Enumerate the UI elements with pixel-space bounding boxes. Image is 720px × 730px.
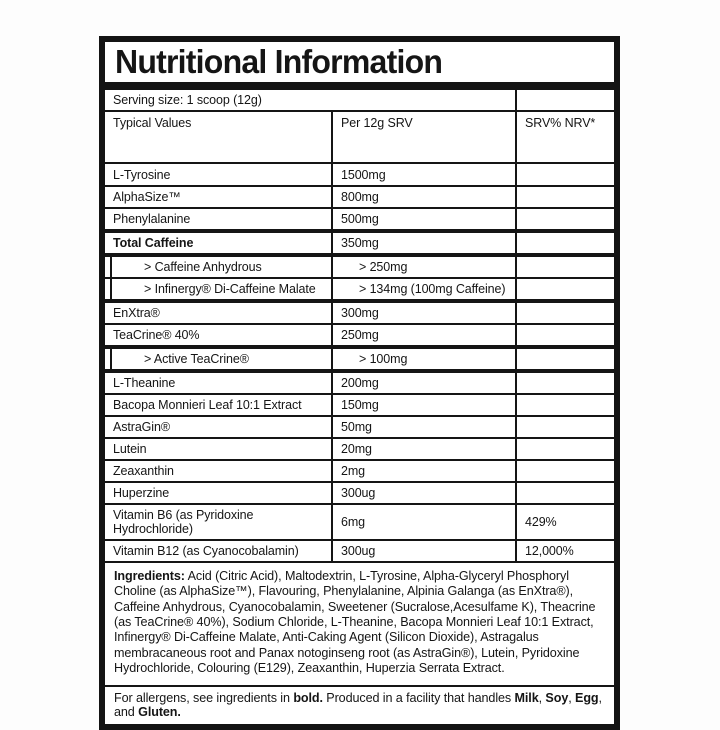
- nrv-cell: [517, 417, 614, 437]
- allergen-row: For allergens, see ingredients in bold. …: [105, 684, 614, 724]
- nrv-cell: [517, 164, 614, 185]
- table-row: > Infinergy® Di-Caffeine Malate > 134mg …: [105, 277, 614, 299]
- table-row: Lutein 20mg: [105, 437, 614, 459]
- nrv-cell: [517, 483, 614, 503]
- label-header: Nutritional Information: [105, 42, 614, 90]
- table-row: Vitamin B12 (as Cyanocobalamin) 300ug 12…: [105, 539, 614, 561]
- column-header-per-srv: Per 12g SRV: [333, 112, 517, 162]
- nrv-cell: [517, 257, 614, 277]
- amount-cell: 300ug: [333, 483, 517, 503]
- ingredients-text: Acid (Citric Acid), Maltodextrin, L-Tyro…: [114, 569, 596, 676]
- table-row: Bacopa Monnieri Leaf 10:1 Extract 150mg: [105, 393, 614, 415]
- ingredient-name-cell: AstraGin®: [105, 417, 333, 437]
- ingredient-name-cell: EnXtra®: [105, 303, 333, 323]
- table-row: L-Theanine 200mg: [105, 369, 614, 393]
- table-row: Zeaxanthin 2mg: [105, 459, 614, 481]
- nrv-cell: [517, 209, 614, 229]
- ingredients-label: Ingredients:: [114, 569, 185, 583]
- nrv-cell: [517, 233, 614, 253]
- ingredient-name-cell: > Caffeine Anhydrous: [112, 257, 333, 277]
- nrv-cell: [517, 303, 614, 323]
- table-row: Huperzine 300ug: [105, 481, 614, 503]
- ingredient-name-cell: Lutein: [105, 439, 333, 459]
- nrv-cell: [517, 187, 614, 207]
- nrv-cell: [517, 395, 614, 415]
- nrv-cell: [517, 373, 614, 393]
- amount-cell: 200mg: [333, 373, 517, 393]
- amount-cell: 1500mg: [333, 164, 517, 185]
- nrv-cell: [517, 439, 614, 459]
- ingredient-name-cell: Phenylalanine: [105, 209, 333, 229]
- ingredients-paragraph: Ingredients: Acid (Citric Acid), Maltode…: [114, 569, 605, 677]
- ingredient-name-cell: Vitamin B12 (as Cyanocobalamin): [105, 541, 333, 561]
- ingredient-name-cell: Vitamin B6 (as Pyridoxine Hydrochloride): [105, 505, 333, 539]
- amount-cell: 50mg: [333, 417, 517, 437]
- amount-cell: 500mg: [333, 209, 517, 229]
- amount-cell: 6mg: [333, 505, 517, 539]
- nrv-cell: [517, 279, 614, 299]
- ingredient-name-cell: TeaCrine® 40%: [105, 325, 333, 345]
- ingredients-block: Ingredients: Acid (Citric Acid), Maltode…: [105, 561, 614, 685]
- amount-cell: 350mg: [333, 233, 517, 253]
- rows-container: L-Tyrosine 1500mg AlphaSize™ 800mg Pheny…: [105, 164, 614, 561]
- nrv-cell: 429%: [525, 515, 557, 529]
- column-header-typical-values: Typical Values: [105, 112, 333, 162]
- table-row: > Active TeaCrine® > 100mg: [105, 345, 614, 369]
- column-header-nrv: SRV% NRV*: [525, 116, 596, 130]
- amount-cell: 300mg: [333, 303, 517, 323]
- nrv-cell: 12,000%: [525, 544, 574, 558]
- serving-size-text: Serving size: 1 scoop (12g): [105, 90, 517, 110]
- ingredient-name-cell: > Active TeaCrine®: [112, 349, 333, 369]
- page-title: Nutritional Information: [115, 43, 443, 80]
- ingredient-name-cell: Huperzine: [105, 483, 333, 503]
- amount-cell: 150mg: [333, 395, 517, 415]
- table-header-row: Typical Values Per 12g SRV SRV% NRV*: [105, 112, 614, 164]
- nrv-cell: [517, 349, 614, 369]
- table-row: Phenylalanine 500mg: [105, 207, 614, 229]
- table-row: EnXtra® 300mg: [105, 299, 614, 323]
- amount-cell: 20mg: [333, 439, 517, 459]
- table-row: Total Caffeine 350mg: [105, 229, 614, 253]
- amount-cell: 250mg: [333, 325, 517, 345]
- ingredient-name-cell: AlphaSize™: [105, 187, 333, 207]
- nutrition-label: Nutritional Information Serving size: 1 …: [99, 36, 620, 730]
- table-row: Vitamin B6 (as Pyridoxine Hydrochloride)…: [105, 503, 614, 539]
- table-row: TeaCrine® 40% 250mg: [105, 323, 614, 345]
- amount-cell: > 134mg (100mg Caffeine): [333, 279, 517, 299]
- ingredient-name-cell: > Infinergy® Di-Caffeine Malate: [112, 279, 333, 299]
- table-row: AlphaSize™ 800mg: [105, 185, 614, 207]
- amount-cell: > 250mg: [333, 257, 517, 277]
- ingredient-name-cell: Zeaxanthin: [105, 461, 333, 481]
- amount-cell: 800mg: [333, 187, 517, 207]
- serving-size-row: Serving size: 1 scoop (12g): [105, 90, 614, 112]
- ingredient-name-cell: Total Caffeine: [105, 233, 333, 253]
- nrv-cell: [517, 325, 614, 345]
- table-row: AstraGin® 50mg: [105, 415, 614, 437]
- ingredient-name-cell: Bacopa Monnieri Leaf 10:1 Extract: [105, 395, 333, 415]
- table-row: L-Tyrosine 1500mg: [105, 164, 614, 185]
- nrv-cell: [517, 461, 614, 481]
- ingredient-name-cell: L-Tyrosine: [105, 164, 333, 185]
- amount-cell: 2mg: [333, 461, 517, 481]
- serving-size-empty-cell: [517, 90, 614, 110]
- table-row: > Caffeine Anhydrous > 250mg: [105, 253, 614, 277]
- ingredient-name-cell: L-Theanine: [105, 373, 333, 393]
- allergen-text: For allergens, see ingredients in bold. …: [114, 690, 602, 719]
- amount-cell: > 100mg: [333, 349, 517, 369]
- amount-cell: 300ug: [333, 541, 517, 561]
